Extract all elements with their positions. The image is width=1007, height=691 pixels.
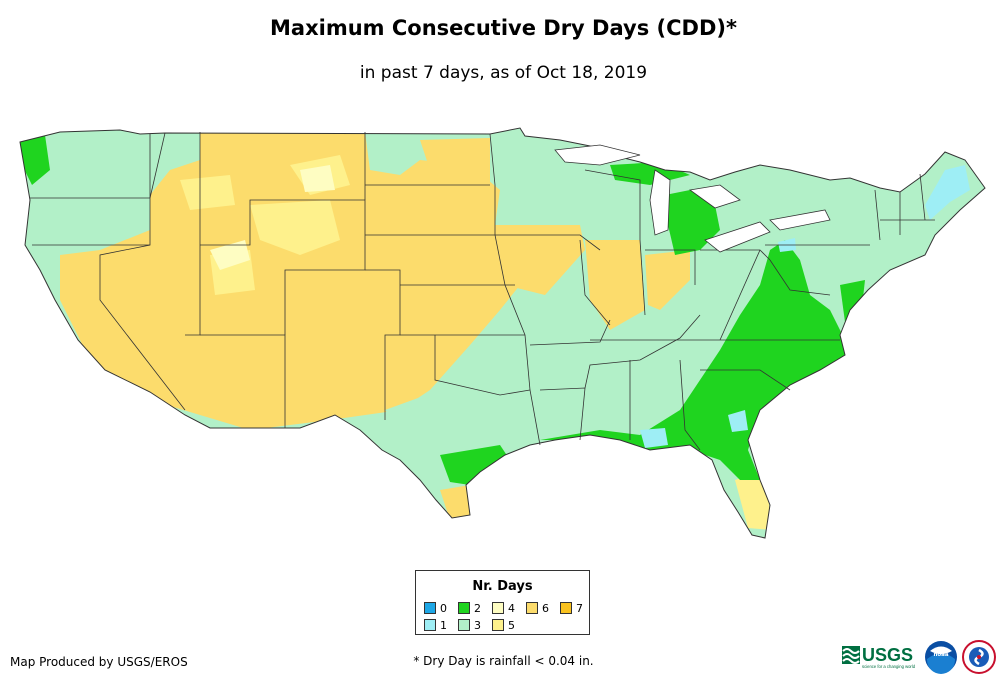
noaa-wordmark: noaa [933, 652, 948, 658]
footnote: * Dry Day is rainfall < 0.04 in. [0, 654, 1007, 668]
usgs-wave-icon [842, 646, 860, 664]
footnote-text: * Dry Day is rainfall < 0.04 in. [413, 654, 594, 668]
legend-item-4: 4 [492, 602, 515, 615]
legend-item-5: 5 [492, 619, 515, 632]
legend-swatch [458, 619, 470, 631]
legend-swatch [560, 602, 572, 614]
legend-item-6: 6 [526, 602, 549, 615]
producer-credit: Map Produced by USGS/EROS [10, 655, 188, 669]
legend-title: Nr. Days [472, 579, 533, 594]
usgs-logo: USGS science for a changing world [842, 645, 916, 669]
legend-swatch [458, 602, 470, 614]
legend-swatch [424, 619, 436, 631]
legend-item-3: 3 [458, 619, 481, 632]
legend-swatch [492, 602, 504, 614]
legend-item-7: 7 [560, 602, 583, 615]
legend-swatch [526, 602, 538, 614]
nws-logo [962, 640, 996, 674]
legend: Nr. Days 0 1 2 3 4 5 6 7 [415, 570, 590, 635]
usgs-wordmark: USGS [862, 645, 913, 665]
legend-item-1: 1 [424, 619, 447, 632]
noaa-logo: noaa [925, 641, 957, 674]
usgs-tagline: science for a changing world [862, 664, 916, 669]
map-subtitle: in past 7 days, as of Oct 18, 2019 [359, 63, 648, 83]
legend-swatch [424, 602, 436, 614]
legend-item-2: 2 [458, 602, 481, 615]
cdd-map [19, 127, 986, 539]
legend-swatch [492, 619, 504, 631]
map-title: Maximum Consecutive Dry Days (CDD)* [270, 16, 737, 40]
legend-item-0: 0 [424, 602, 447, 615]
